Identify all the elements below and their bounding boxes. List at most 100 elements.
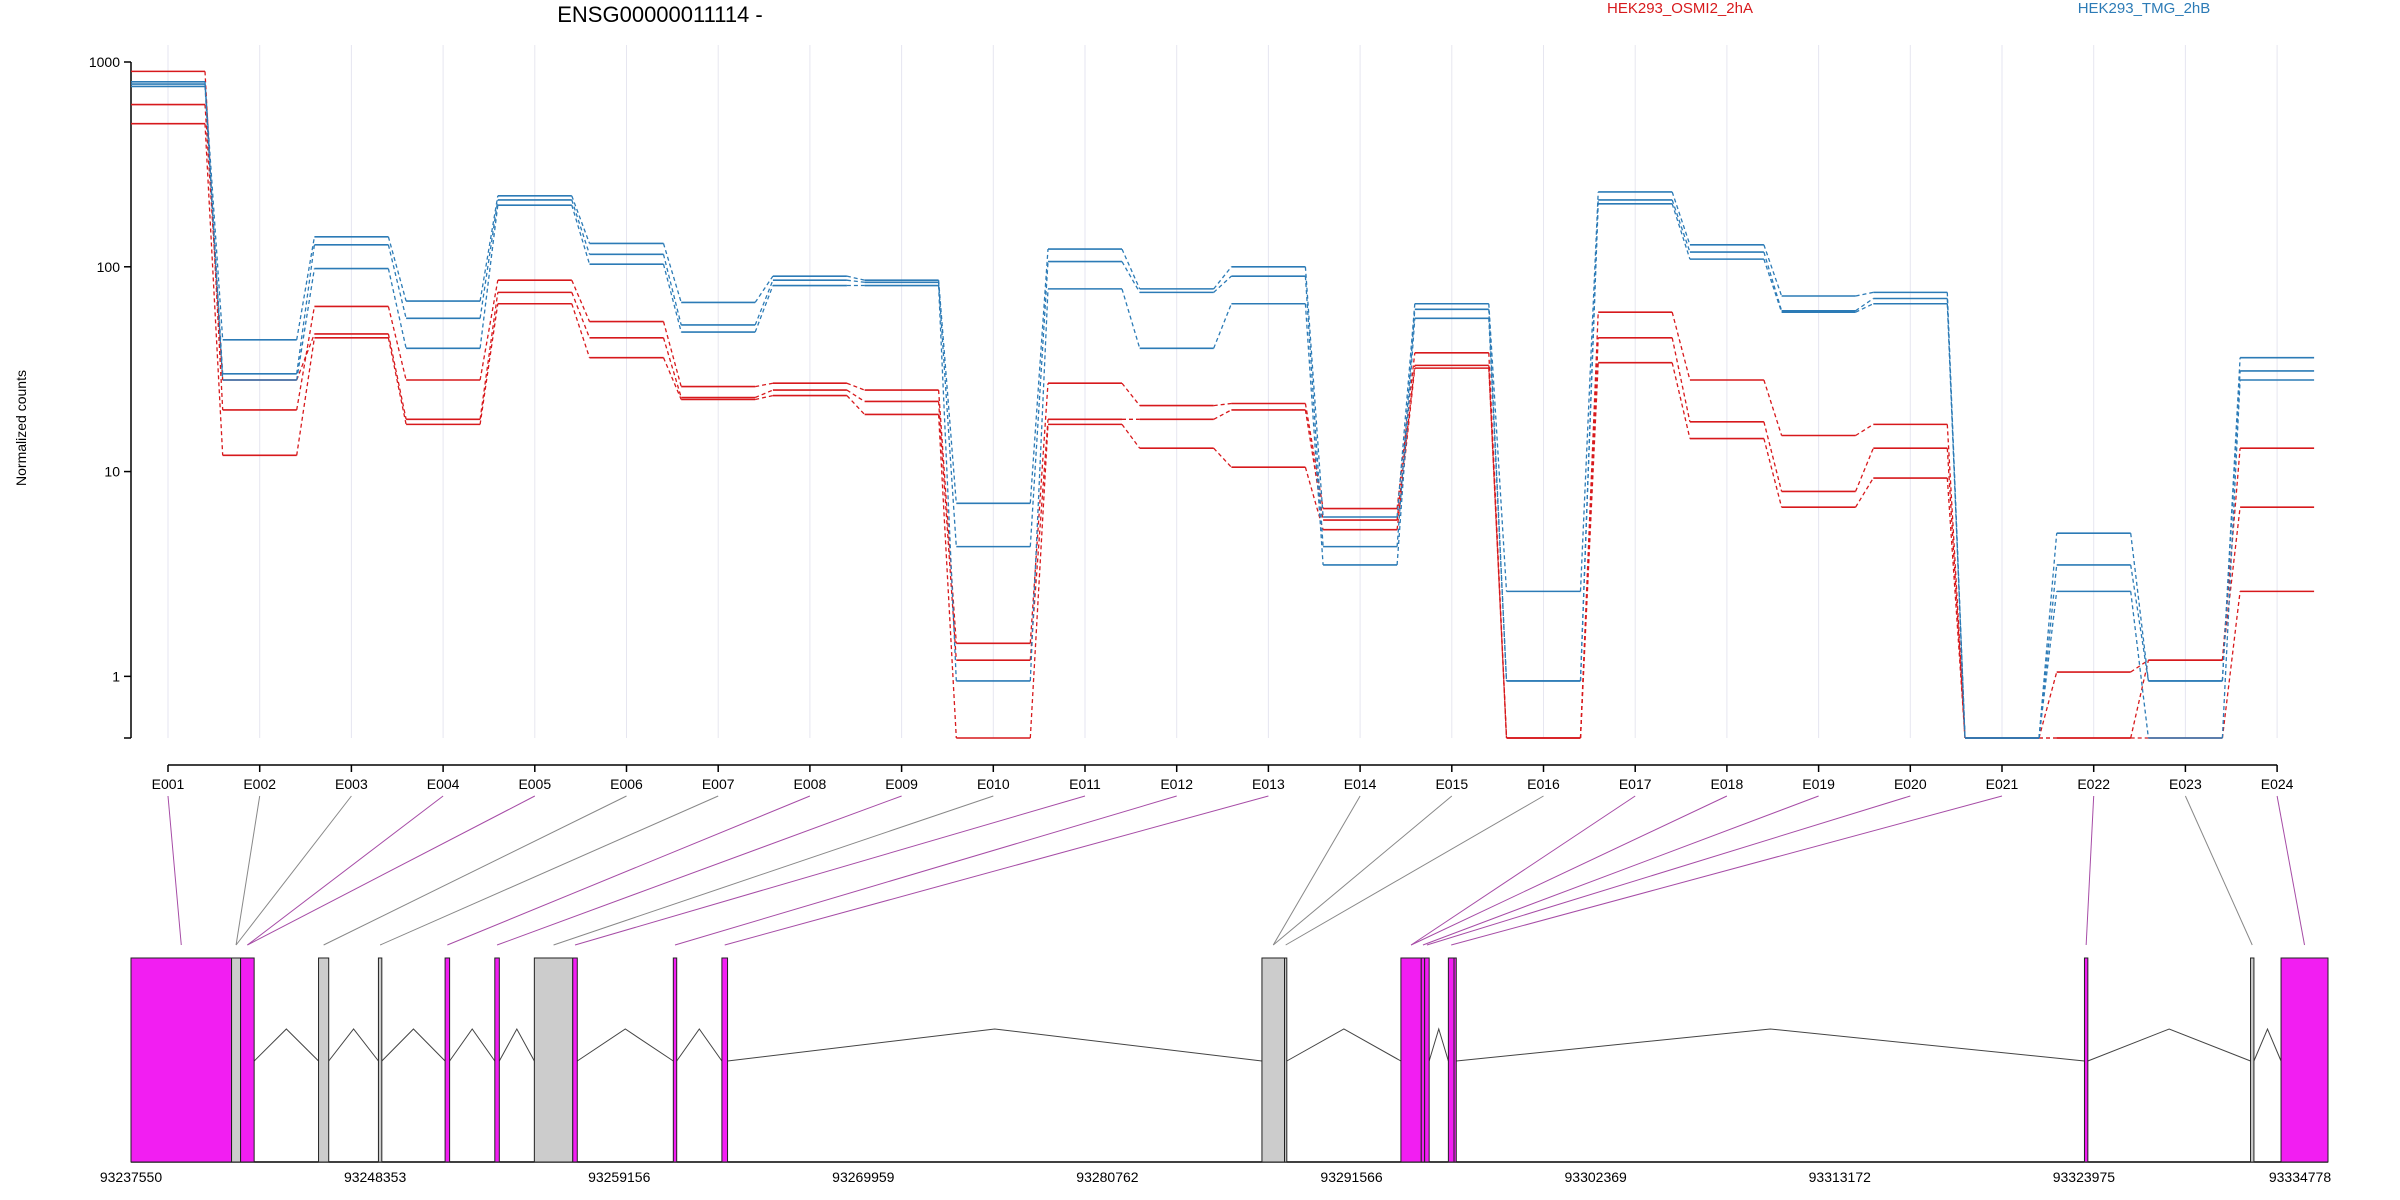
data-transition bbox=[387, 236, 407, 302]
exon-e001 bbox=[130, 957, 233, 1163]
data-transition bbox=[755, 382, 774, 388]
data-transition bbox=[1488, 309, 1508, 681]
exon-e017 bbox=[1447, 957, 1455, 1163]
exon-e021 bbox=[2280, 957, 2329, 1163]
coordinate-label: 93280762 bbox=[1076, 1169, 1139, 1185]
data-transition bbox=[1304, 276, 1324, 547]
data-transition bbox=[662, 357, 682, 400]
data-transition bbox=[1579, 362, 1599, 739]
data-transition bbox=[1763, 251, 1783, 311]
data-transition bbox=[1855, 297, 1874, 312]
connector-e004 bbox=[247, 795, 444, 946]
connector-e024 bbox=[2276, 795, 2306, 946]
data-transition bbox=[479, 199, 499, 319]
data-transition bbox=[662, 263, 682, 333]
intron bbox=[328, 1028, 379, 1062]
exon-e008 bbox=[533, 957, 574, 1163]
coordinate-label: 93259156 bbox=[588, 1169, 651, 1185]
intron bbox=[498, 1027, 535, 1062]
data-transition bbox=[1946, 424, 1966, 739]
exon-connectors bbox=[167, 795, 2306, 946]
data-transition bbox=[1304, 303, 1324, 565]
data-transition bbox=[1396, 309, 1416, 547]
data-transition bbox=[2038, 671, 2058, 739]
data-transition bbox=[754, 279, 774, 326]
data-transition bbox=[1763, 258, 1783, 313]
x-tick-label-e007: E007 bbox=[702, 776, 735, 792]
data-transition bbox=[1488, 368, 1508, 739]
intron bbox=[676, 1028, 723, 1062]
x-tick-label-e018: E018 bbox=[1711, 776, 1744, 792]
data-transition bbox=[387, 244, 407, 319]
data-transition bbox=[1396, 368, 1416, 530]
x-tick-label-e016: E016 bbox=[1527, 776, 1560, 792]
data-transition bbox=[204, 123, 224, 456]
coordinate-label: 93313172 bbox=[1809, 1169, 1872, 1185]
data-transition bbox=[2221, 370, 2241, 681]
data-transition bbox=[387, 306, 407, 381]
x-tick-label-e008: E008 bbox=[794, 776, 827, 792]
legend-entry-tmg: HEK293_TMG_2hB bbox=[2078, 0, 2211, 17]
data-transition bbox=[1396, 303, 1416, 518]
data-transition bbox=[2038, 533, 2058, 739]
data-transition bbox=[2130, 564, 2150, 682]
connector-e003 bbox=[235, 795, 352, 946]
data-transition bbox=[1671, 312, 1691, 381]
intron bbox=[2253, 1027, 2282, 1062]
exon-e002 bbox=[231, 957, 242, 1163]
data-transition bbox=[1671, 199, 1691, 253]
exon-e011 bbox=[721, 957, 729, 1163]
data-transition bbox=[296, 333, 316, 381]
data-transition bbox=[1121, 382, 1141, 406]
connector-e017 bbox=[1410, 795, 1636, 946]
intron bbox=[727, 1028, 1263, 1062]
data-transition bbox=[1946, 477, 1966, 739]
connector-e019 bbox=[1422, 795, 1819, 946]
coordinate-label: 93291566 bbox=[1320, 1169, 1383, 1185]
connector-e010 bbox=[553, 795, 994, 946]
data-transition bbox=[2038, 591, 2058, 739]
data-transition bbox=[662, 254, 682, 326]
series-2 bbox=[131, 103, 2315, 739]
chart-title: ENSG00000011114 - bbox=[557, 2, 762, 27]
data-transition bbox=[1029, 419, 1049, 661]
coordinate-label: 93302369 bbox=[1565, 1169, 1628, 1185]
x-tick-label-e019: E019 bbox=[1802, 776, 1835, 792]
data-transition bbox=[571, 279, 591, 322]
data-transition bbox=[1579, 203, 1599, 681]
data-transition bbox=[937, 401, 957, 661]
intron bbox=[1456, 1028, 2085, 1062]
data-transition bbox=[754, 285, 774, 333]
data-transition bbox=[1304, 403, 1324, 509]
data-transition bbox=[387, 337, 407, 425]
data-transition bbox=[937, 282, 957, 547]
connector-e008 bbox=[447, 795, 811, 946]
coordinate-label: 93323975 bbox=[2053, 1169, 2116, 1185]
connector-e001 bbox=[167, 795, 182, 946]
data-transition bbox=[1213, 303, 1233, 349]
data-transition bbox=[1855, 423, 1874, 437]
data-transition bbox=[1304, 266, 1324, 518]
connector-e022 bbox=[2085, 795, 2095, 946]
coordinate-label: 93269959 bbox=[832, 1169, 895, 1185]
connector-e020 bbox=[1426, 795, 1911, 946]
data-transition bbox=[1029, 249, 1049, 504]
data-transition bbox=[1029, 261, 1049, 547]
x-tick-label-e023: E023 bbox=[2169, 776, 2202, 792]
connector-e011 bbox=[574, 795, 1086, 946]
series-1 bbox=[131, 70, 2315, 739]
data-transition bbox=[1396, 318, 1416, 565]
data-transition bbox=[1121, 288, 1141, 349]
x-tick-label-e014: E014 bbox=[1344, 776, 1377, 792]
exon-e004 bbox=[318, 957, 330, 1163]
x-tick-label-e001: E001 bbox=[152, 776, 185, 792]
data-transition bbox=[1763, 379, 1783, 436]
connector-e016 bbox=[1285, 795, 1544, 946]
x-tick-label-e010: E010 bbox=[977, 776, 1010, 792]
data-transition bbox=[937, 285, 957, 681]
exon-e013 bbox=[1284, 957, 1288, 1163]
connector-e012 bbox=[674, 795, 1177, 946]
data-transition bbox=[1763, 244, 1783, 297]
x-tick-label-e011: E011 bbox=[1069, 776, 1101, 792]
